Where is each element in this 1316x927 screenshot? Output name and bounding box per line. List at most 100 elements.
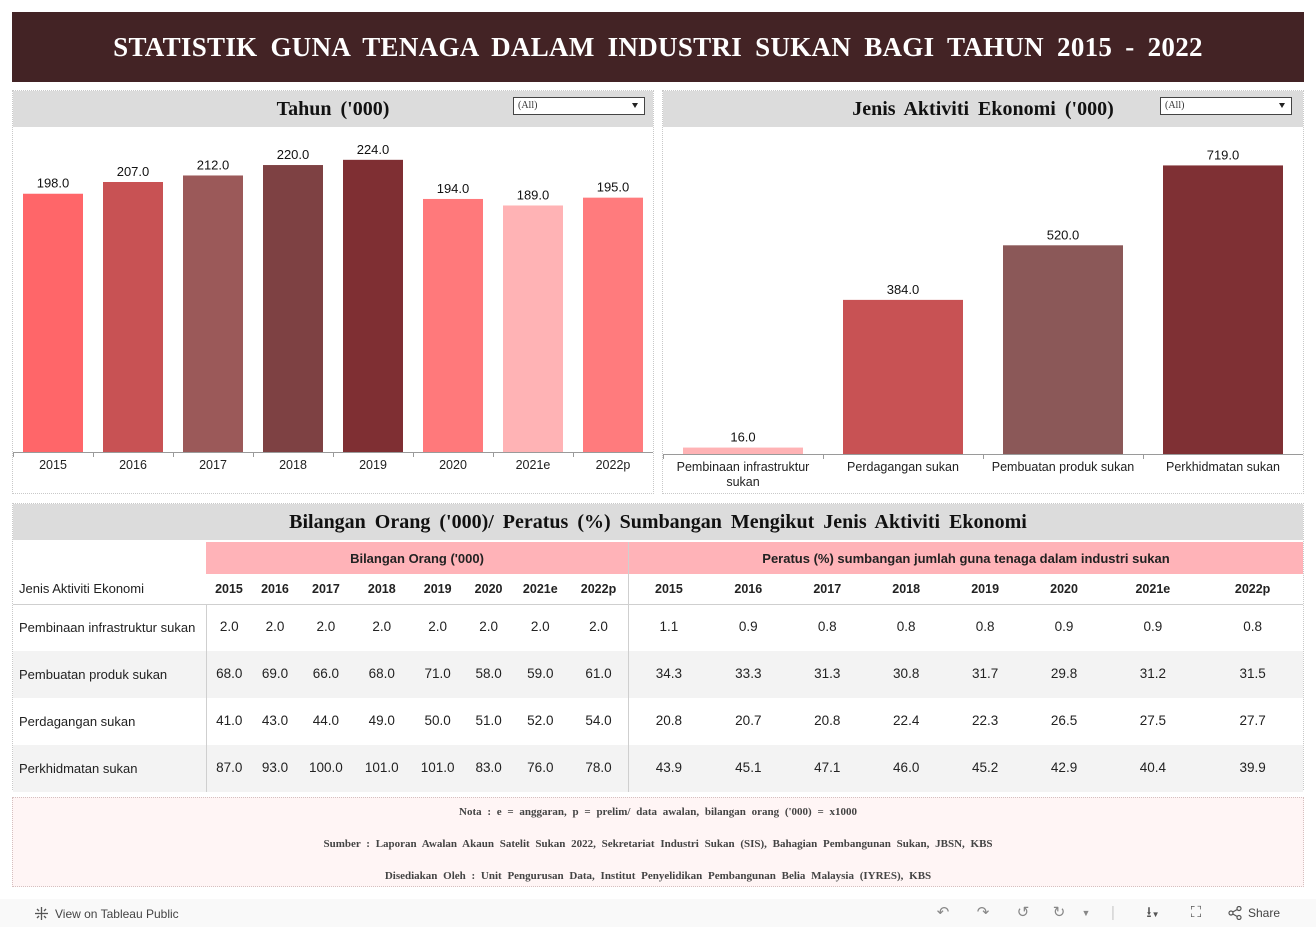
chevron-down-icon (632, 103, 638, 108)
x-tick-label: 2022p (596, 458, 631, 472)
percent-cell: 30.8 (866, 651, 946, 698)
data-label: 212.0 (197, 157, 230, 172)
x-tick-label: 2019 (359, 458, 387, 472)
x-tick-label: Pembuatan produk sukan (992, 460, 1135, 474)
data-label: 220.0 (277, 147, 310, 162)
count-cell: 68.0 (206, 651, 252, 698)
view-on-tableau-link[interactable]: View on Tableau Public (34, 906, 179, 921)
bar-2018[interactable] (263, 165, 323, 452)
count-cell: 100.0 (297, 745, 354, 792)
data-label: 224.0 (357, 142, 390, 157)
x-tick-label: 2015 (39, 458, 67, 472)
row-label: Perdagangan sukan (13, 698, 207, 745)
table-header: Bilangan Orang ('000)/ Peratus (%) Sumba… (13, 504, 1303, 540)
count-cell: 2.0 (428, 619, 448, 635)
count-cell: 59.0 (511, 651, 570, 698)
data-label: 719.0 (1207, 147, 1240, 162)
count-cell: 43.0 (261, 713, 289, 728)
bar-2019[interactable] (343, 159, 403, 452)
row-label: Pembinaan infrastruktur sukan (13, 604, 207, 651)
percent-cell: 31.2 (1103, 651, 1203, 698)
percent-cell: 42.9 (1024, 745, 1104, 792)
table-row: Perdagangan sukan 41.0 43.0 44.0 49.0 50.0 51.… (13, 698, 1303, 745)
data-label: 194.0 (437, 181, 470, 196)
x-tick-label: Perkhidmatan sukan (1166, 460, 1280, 474)
bar-pembinaan-infrastruktur-sukan[interactable] (683, 447, 803, 454)
data-label: 207.0 (117, 164, 150, 179)
data-label: 384.0 (887, 282, 920, 297)
activity-bar-chart: 16.0 Pembinaan infrastruktur sukan 384.0 Per… (663, 147, 1303, 489)
percent-cell: 31.3 (787, 651, 867, 698)
count-cell: 44.0 (312, 713, 340, 728)
count-cell: 52.0 (527, 713, 554, 728)
revert-icon[interactable]: ↺ (1016, 904, 1030, 921)
bar-pembuatan-produk-sukan[interactable] (1003, 245, 1123, 454)
download-icon[interactable]: ⭳▼ (1146, 904, 1160, 921)
percent-cell: 33.3 (708, 651, 788, 698)
count-cell: 2.0 (530, 619, 550, 635)
bar-2017[interactable] (183, 175, 243, 452)
count-cell: 83.0 (465, 745, 512, 792)
year-header: 2022p (569, 574, 629, 605)
tableau-toolbar: View on Tableau Public ↶ ↷ ↺ ↻ ▼ | ⭳▼ ⛶ … (0, 899, 1316, 927)
year-header: 2015 (206, 574, 252, 605)
year-header: 2017 (787, 574, 867, 605)
bar-perdagangan-sukan[interactable] (843, 299, 963, 454)
percent-cell: 27.5 (1139, 713, 1167, 728)
x-tick-label: 2021e (516, 458, 551, 472)
toolbar-divider: | (1111, 904, 1115, 921)
percent-cell: 0.9 (738, 619, 758, 635)
activity-chart-title: Jenis Aktiviti Ekonomi ('000) (852, 97, 1114, 120)
year-header: 2021e (1103, 574, 1203, 605)
percent-cell: 20.8 (814, 713, 841, 728)
activity-chart-panel: Jenis Aktiviti Ekonomi ('000) (All) 16.0… (662, 90, 1304, 494)
tableau-icon (35, 907, 48, 920)
table-row: Pembuatan produk sukan 68.0 69.0 66.0 68.0 71… (13, 651, 1303, 698)
source-text: Sumber : Laporan Awalan Akaun Satelit Su… (323, 838, 993, 850)
data-label: 189.0 (517, 187, 550, 202)
bar-2015[interactable] (23, 193, 83, 452)
data-label: 195.0 (597, 180, 630, 195)
year-header: 2020 (1024, 574, 1104, 605)
x-tick-label: 2017 (199, 458, 227, 472)
row-label: Pembuatan produk sukan (13, 651, 207, 698)
share-button[interactable]: Share (1228, 906, 1280, 920)
bar-2016[interactable] (103, 182, 163, 452)
bar-2020[interactable] (423, 198, 483, 452)
bar-2021e[interactable] (503, 205, 563, 452)
redo-icon[interactable]: ↷ (976, 904, 990, 921)
count-cell: 58.0 (465, 651, 512, 698)
chevron-down-icon (1279, 103, 1285, 108)
year-header: 2018 (353, 574, 410, 605)
chevron-down-icon[interactable]: ▼ (1081, 908, 1091, 918)
year-header: 2022p (1202, 574, 1303, 605)
count-cell: 68.0 (353, 651, 410, 698)
year-header: 2017 (297, 574, 354, 605)
percent-cell: 29.8 (1024, 651, 1104, 698)
percent-cell: 0.8 (896, 619, 916, 635)
year-chart-title: Tahun ('000) (276, 97, 390, 120)
percent-cell: 22.4 (893, 713, 920, 728)
percent-cell: 46.0 (866, 745, 946, 792)
table-row: Perkhidmatan sukan 87.0 93.0 100.0 101.0 101.… (13, 745, 1303, 792)
refresh-icon[interactable]: ↻ (1052, 904, 1066, 921)
count-cell: 69.0 (251, 651, 298, 698)
percent-cell: 45.2 (945, 745, 1025, 792)
year-filter-dropdown[interactable]: (All) (513, 97, 645, 115)
table-row: Pembinaan infrastruktur sukan 2.0 2.0 2.0 2.… (13, 604, 1303, 651)
fullscreen-icon[interactable]: ⛶ (1190, 904, 1202, 921)
undo-icon[interactable]: ↶ (936, 904, 950, 921)
year-header: 2019 (945, 574, 1025, 605)
data-label: 16.0 (730, 430, 755, 445)
activity-filter-value: (All) (1165, 100, 1185, 111)
data-label: 198.0 (37, 176, 70, 191)
percent-cell: 0.8 (975, 619, 995, 635)
x-tick-label: 2018 (279, 458, 307, 472)
dashboard-title: STATISTIK GUNA TENAGA DALAM INDUSTRI SUK… (113, 31, 1203, 62)
activity-filter-dropdown[interactable]: (All) (1160, 97, 1292, 115)
count-cell: 2.0 (265, 619, 285, 635)
table-panel: Bilangan Orang ('000)/ Peratus (%) Sumba… (12, 503, 1304, 792)
count-cell: 76.0 (511, 745, 570, 792)
bar-perkhidmatan-sukan[interactable] (1163, 165, 1283, 454)
bar-2022p[interactable] (583, 197, 643, 452)
